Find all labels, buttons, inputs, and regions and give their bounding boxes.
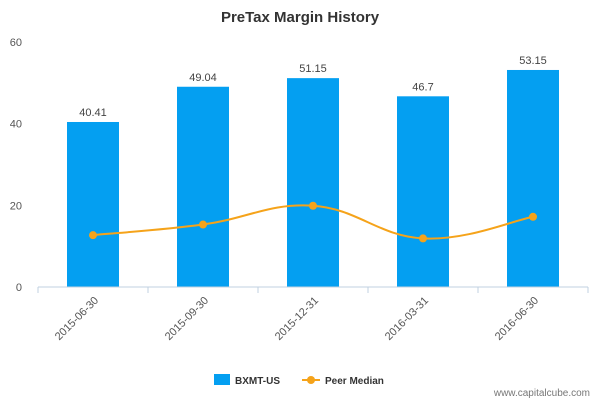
bar-series bbox=[67, 69, 559, 288]
x-tick-label: 2015-12-31 bbox=[273, 295, 321, 343]
x-axis: 2015-06-30 2015-09-30 2015-12-31 2016-03-31… bbox=[37, 286, 589, 343]
y-tick-label: 40 bbox=[10, 119, 22, 131]
y-axis: 0 20 40 60 bbox=[10, 37, 22, 294]
chart-title: PreTax Margin History bbox=[221, 9, 380, 26]
peer-median-line-series bbox=[89, 201, 537, 243]
bar-2015-12-31[interactable] bbox=[287, 78, 339, 287]
bar-value-label: 46.7 bbox=[412, 81, 433, 93]
y-tick-label: 20 bbox=[10, 200, 22, 212]
x-tick-label: 2015-06-30 bbox=[53, 295, 101, 343]
peer-median-point-2015-06-30[interactable] bbox=[89, 231, 97, 240]
legend-marker-peer-median bbox=[307, 376, 315, 384]
watermark-text: www.capitalcube.com bbox=[493, 388, 590, 399]
y-tick-label: 0 bbox=[16, 282, 22, 294]
legend-label-bxmt[interactable]: BXMT-US bbox=[235, 376, 280, 387]
bar-value-label: 51.15 bbox=[299, 63, 327, 75]
bar-value-label: 40.41 bbox=[79, 107, 107, 119]
peer-median-point-2016-03-31[interactable] bbox=[419, 234, 427, 243]
x-tick-label: 2016-06-30 bbox=[493, 295, 541, 343]
peer-median-point-2015-12-31[interactable] bbox=[309, 201, 317, 210]
y-tick-label: 60 bbox=[10, 37, 22, 49]
x-tick-label: 2015-09-30 bbox=[163, 295, 211, 343]
bar-2016-03-31[interactable] bbox=[397, 96, 449, 287]
legend-label-peer-median[interactable]: Peer Median bbox=[325, 376, 384, 387]
peer-median-point-2016-06-30[interactable] bbox=[529, 212, 537, 221]
legend: BXMT-US Peer Median bbox=[214, 374, 384, 387]
bar-value-labels: 40.41 49.04 51.15 46.7 53.15 bbox=[79, 55, 547, 119]
bar-2015-06-30[interactable] bbox=[67, 121, 119, 288]
bar-value-label: 53.15 bbox=[519, 55, 547, 67]
bar-2015-09-30[interactable] bbox=[177, 86, 229, 288]
x-tick-label: 2016-03-31 bbox=[383, 295, 431, 343]
legend-swatch-bxmt bbox=[214, 374, 230, 385]
bar-value-label: 49.04 bbox=[189, 72, 217, 84]
peer-median-point-2015-09-30[interactable] bbox=[199, 220, 207, 229]
bar-2016-06-30[interactable] bbox=[507, 69, 559, 288]
